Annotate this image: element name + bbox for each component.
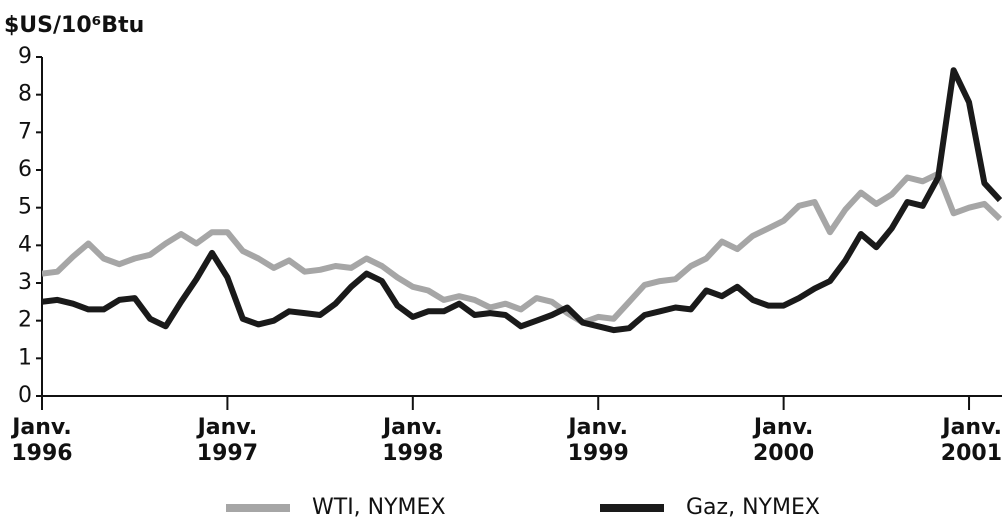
x-tick-label-line: Janv. <box>196 415 258 440</box>
y-tick-label: 5 <box>18 195 32 220</box>
y-tick-label: 4 <box>18 232 32 257</box>
series-line <box>42 170 1002 326</box>
y-tick-label: 2 <box>18 308 32 333</box>
x-tick-label: Janv. 2000 <box>752 415 814 466</box>
x-tick-label-line: Janv. <box>752 415 814 440</box>
x-tick-label-line: 2000 <box>753 441 814 466</box>
x-tick-label-line: 1999 <box>568 441 629 466</box>
x-tick-label-line: 1996 <box>11 441 72 466</box>
y-tick-label: 6 <box>18 157 32 182</box>
x-tick-label-line: Janv. <box>940 415 1002 440</box>
legend-label: WTI, NYMEX <box>312 495 446 520</box>
y-tick-label: 8 <box>18 82 32 107</box>
x-tick-label: Janv. 1996 <box>10 415 72 466</box>
x-tick-label: Janv. 1997 <box>196 415 258 466</box>
series-line <box>42 67 1002 334</box>
y-tick-label: 3 <box>18 270 32 295</box>
x-tick-label: Janv. 1999 <box>566 415 628 466</box>
x-tick-label-line: Janv. <box>381 415 443 440</box>
legend-label: Gaz, NYMEX <box>686 495 820 520</box>
x-tick-label: Janv. 1998 <box>381 415 443 466</box>
x-tick-label-line: Janv. <box>566 415 628 440</box>
x-tick-label-line: 2001 <box>941 441 1002 466</box>
y-tick-label: 0 <box>18 383 32 408</box>
y-axis-title: $US/10⁶Btu <box>4 13 144 38</box>
y-tick-label: 1 <box>18 345 32 370</box>
x-tick-label: Janv. 2001 <box>940 415 1002 466</box>
x-tick-label-line: 1998 <box>382 441 443 466</box>
y-tick-label: 7 <box>18 119 32 144</box>
y-tick-label: 9 <box>18 44 32 69</box>
x-tick-label-line: 1997 <box>197 441 258 466</box>
x-tick-label-line: Janv. <box>10 415 72 440</box>
